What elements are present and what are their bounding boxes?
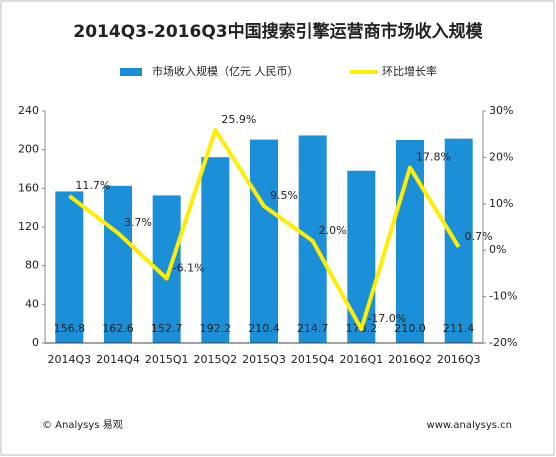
x-tick-label: 2014Q4 [96,353,140,366]
line [68,128,461,332]
line-value-label: 11.7% [75,179,110,192]
y-tick-label: 40 [25,297,39,310]
bar-value-label: 156.8 [54,322,86,335]
bar [250,139,278,343]
bar [104,185,132,343]
y2-tick-label: 0% [489,243,506,256]
bar-value-label: 214.7 [297,322,329,335]
y-tick-label: 120 [18,220,39,233]
y2-tick-label: -10% [489,290,517,303]
website: www.analysys.cn [427,420,512,431]
legend-label: 环比增长率 [382,64,437,78]
line-value-label: 3.7% [124,216,152,229]
y2-tick-label: 30% [489,104,513,117]
y-tick-label: 0 [32,336,39,349]
x-tick-label: 2016Q3 [437,353,481,366]
x-tick-label: 2015Q3 [242,353,286,366]
x-tick-label: 2015Q1 [145,353,189,366]
x-tick-label: 2014Q3 [48,353,92,366]
line-value-label: 9.5% [270,189,298,202]
y2-tick-label: 20% [489,150,513,163]
source: © Analysys 易观 [42,419,123,431]
x-tick-label: 2015Q4 [291,353,335,366]
bar [201,157,230,343]
y-tick-label: 80 [25,259,39,272]
y-tick-label: 200 [18,143,39,156]
y-tick-label: 160 [18,181,39,194]
line-value-label: -17.0% [367,312,406,325]
line-value-label: 17.8% [416,151,451,164]
bar-value-label: 210.0 [394,322,426,335]
bar [444,138,473,343]
bar-value-label: 211.4 [443,322,475,335]
y2-tick-label: -20% [489,336,517,349]
line-value-label: -6.1% [173,262,205,275]
legend-label: 市场收入规模（亿元 人民币） [152,64,299,78]
bar [55,191,84,343]
y-tick-label: 240 [18,104,39,117]
line-value-label: 25.9% [221,113,256,126]
bar-value-label: 162.6 [102,322,134,335]
line-value-label: 2.0% [319,224,347,237]
chart-title: 2014Q3-2016Q3中国搜索引擎运营商市场收入规模 [73,21,483,42]
x-tick-label: 2015Q2 [194,353,238,366]
bar-value-label: 210.4 [248,322,280,335]
bar-value-label: 152.7 [151,322,183,335]
legend-swatch [120,68,142,76]
x-tick-label: 2016Q2 [388,353,432,366]
line-value-label: 0.7% [465,230,493,243]
x-tick-label: 2016Q1 [340,353,384,366]
y2-tick-label: 10% [489,197,513,210]
bar-value-label: 192.2 [200,322,232,335]
